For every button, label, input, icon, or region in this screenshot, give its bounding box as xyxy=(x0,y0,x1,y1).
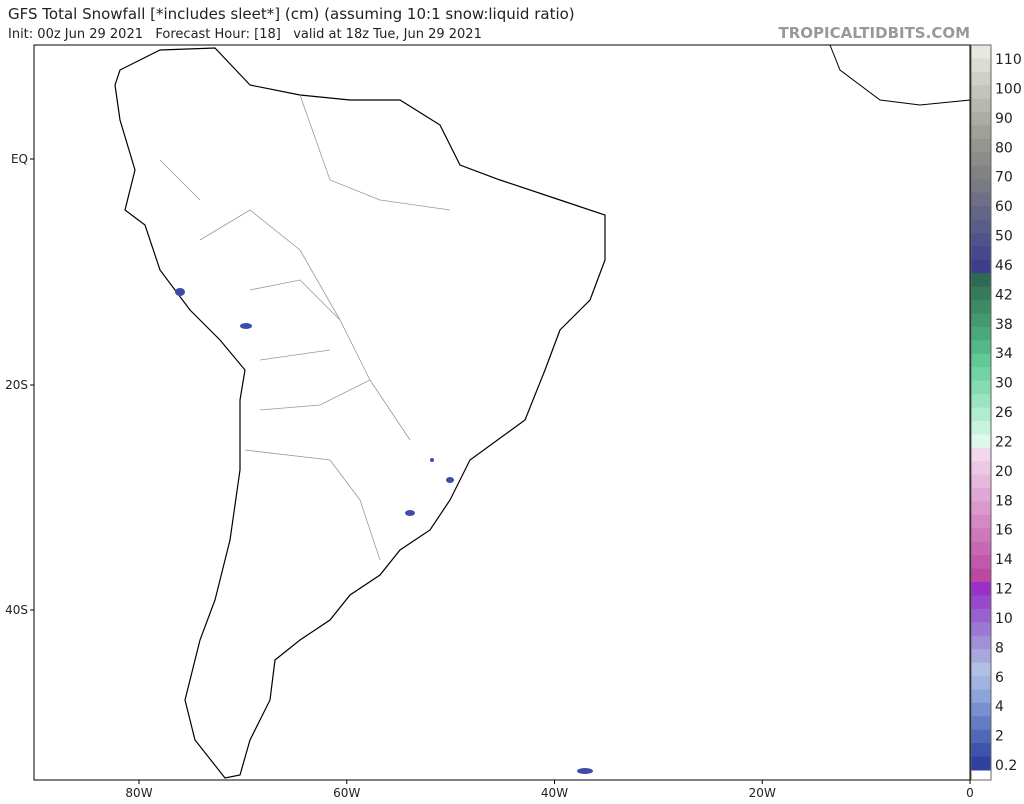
map xyxy=(33,44,971,781)
colorbar-swatch xyxy=(971,649,991,664)
colorbar-label: 14 xyxy=(995,552,1013,568)
lon-label: 80W xyxy=(125,786,152,800)
colorbar-swatch xyxy=(971,555,991,570)
lon-label: 0 xyxy=(966,786,974,800)
colorbar-swatch xyxy=(971,232,991,247)
colorbar-swatch xyxy=(971,152,991,167)
lon-label: 20W xyxy=(749,786,776,800)
africa xyxy=(829,44,971,106)
colorbar-label: 60 xyxy=(995,199,1013,215)
colorbar-swatch xyxy=(971,246,991,261)
title: GFS Total Snowfall [*includes sleet*] (c… xyxy=(8,5,575,23)
colorbar-swatch xyxy=(971,461,991,476)
colorbar-swatch xyxy=(971,219,991,234)
colorbar-label: 100 xyxy=(995,81,1022,97)
colorbar-swatch xyxy=(971,622,991,637)
colorbar-swatch xyxy=(971,206,991,221)
colorbar-swatch xyxy=(971,716,991,731)
colorbar-label: 42 xyxy=(995,287,1013,303)
colorbar-swatch xyxy=(971,192,991,207)
colorbar-swatch xyxy=(971,528,991,543)
borders xyxy=(159,94,451,561)
colorbar-swatch xyxy=(971,112,991,127)
colorbar-label: 0.2 xyxy=(995,758,1017,774)
colorbar-swatch xyxy=(971,45,991,59)
south-america xyxy=(114,47,606,779)
lat-label: 40S xyxy=(5,603,28,617)
colorbar-label: 90 xyxy=(995,111,1013,127)
colorbar-label: 110 xyxy=(995,52,1022,68)
colorbar-swatch xyxy=(971,582,991,596)
colorbar-swatch xyxy=(971,138,991,153)
colorbar-swatch xyxy=(971,71,991,86)
colorbar-label: 16 xyxy=(995,523,1013,539)
colorbar-label: 38 xyxy=(995,317,1013,333)
colorbar-swatch xyxy=(971,608,991,623)
colorbar-swatch xyxy=(971,420,991,435)
colorbar-label: 46 xyxy=(995,258,1013,274)
colorbar-label: 22 xyxy=(995,434,1013,450)
colorbar-label: 12 xyxy=(995,582,1013,598)
colorbar-swatch xyxy=(971,58,991,73)
colorbar-swatch xyxy=(971,85,991,100)
colorbar-swatch xyxy=(971,286,991,301)
colorbar-swatch xyxy=(971,743,991,758)
colorbar-label: 4 xyxy=(995,699,1004,715)
colorbar-swatch xyxy=(971,514,991,529)
colorbar-swatch xyxy=(971,273,991,288)
subtitle: Init: 00z Jun 29 2021 Forecast Hour: [18… xyxy=(8,27,482,42)
colorbar-swatch xyxy=(971,340,991,355)
colorbar-label: 70 xyxy=(995,170,1013,186)
lat-label: EQ xyxy=(11,152,28,166)
colorbar-swatch xyxy=(971,447,991,462)
colorbar-label: 10 xyxy=(995,611,1013,627)
colorbar-label: 6 xyxy=(995,670,1004,686)
colorbar-swatch xyxy=(971,98,991,113)
colorbar-frame xyxy=(970,44,992,781)
colorbar-swatch xyxy=(971,662,991,677)
colorbar-swatch xyxy=(971,676,991,690)
colorbar-label: 8 xyxy=(995,640,1004,656)
colorbar-label: 80 xyxy=(995,140,1013,156)
colorbar-swatch xyxy=(971,434,991,449)
colorbar-swatch xyxy=(971,595,991,610)
colorbar-swatch xyxy=(971,313,991,328)
colorbar-swatch xyxy=(971,756,991,771)
colorbar-swatch xyxy=(971,353,991,368)
colorbar-swatch xyxy=(971,259,991,274)
colorbar-swatch xyxy=(971,501,991,516)
colorbar-swatch xyxy=(971,300,991,315)
colorbar-swatch xyxy=(971,179,991,194)
colorbar-label: 20 xyxy=(995,464,1013,480)
colorbar-swatch xyxy=(971,125,991,140)
colorbar-label: 18 xyxy=(995,493,1013,509)
colorbar-swatch xyxy=(971,541,991,556)
colorbar-swatch xyxy=(971,394,991,408)
colorbar-label: 2 xyxy=(995,729,1004,745)
credit: TROPICALTIDBITS.COM xyxy=(779,24,971,42)
colorbar-swatch xyxy=(971,326,991,341)
colorbar-swatch xyxy=(971,367,991,382)
colorbar-swatch xyxy=(971,635,991,650)
colorbar-swatch xyxy=(971,488,991,502)
colorbar-swatch xyxy=(971,729,991,744)
colorbar-swatch xyxy=(971,474,991,489)
colorbar-swatch xyxy=(971,165,991,180)
colorbar-label: 50 xyxy=(995,229,1013,245)
colorbar-swatch xyxy=(971,568,991,583)
colorbar-swatch xyxy=(971,380,991,395)
lon-label: 60W xyxy=(333,786,360,800)
colorbar-label: 26 xyxy=(995,405,1013,421)
snow-patches xyxy=(175,288,593,774)
colorbar-swatch xyxy=(971,702,991,717)
colorbar-label: 30 xyxy=(995,376,1013,392)
colorbar-swatch xyxy=(971,407,991,422)
colorbar-label: 34 xyxy=(995,346,1013,362)
colorbar-swatch xyxy=(971,689,991,704)
lat-label: 20S xyxy=(5,378,28,392)
lon-label: 40W xyxy=(541,786,568,800)
